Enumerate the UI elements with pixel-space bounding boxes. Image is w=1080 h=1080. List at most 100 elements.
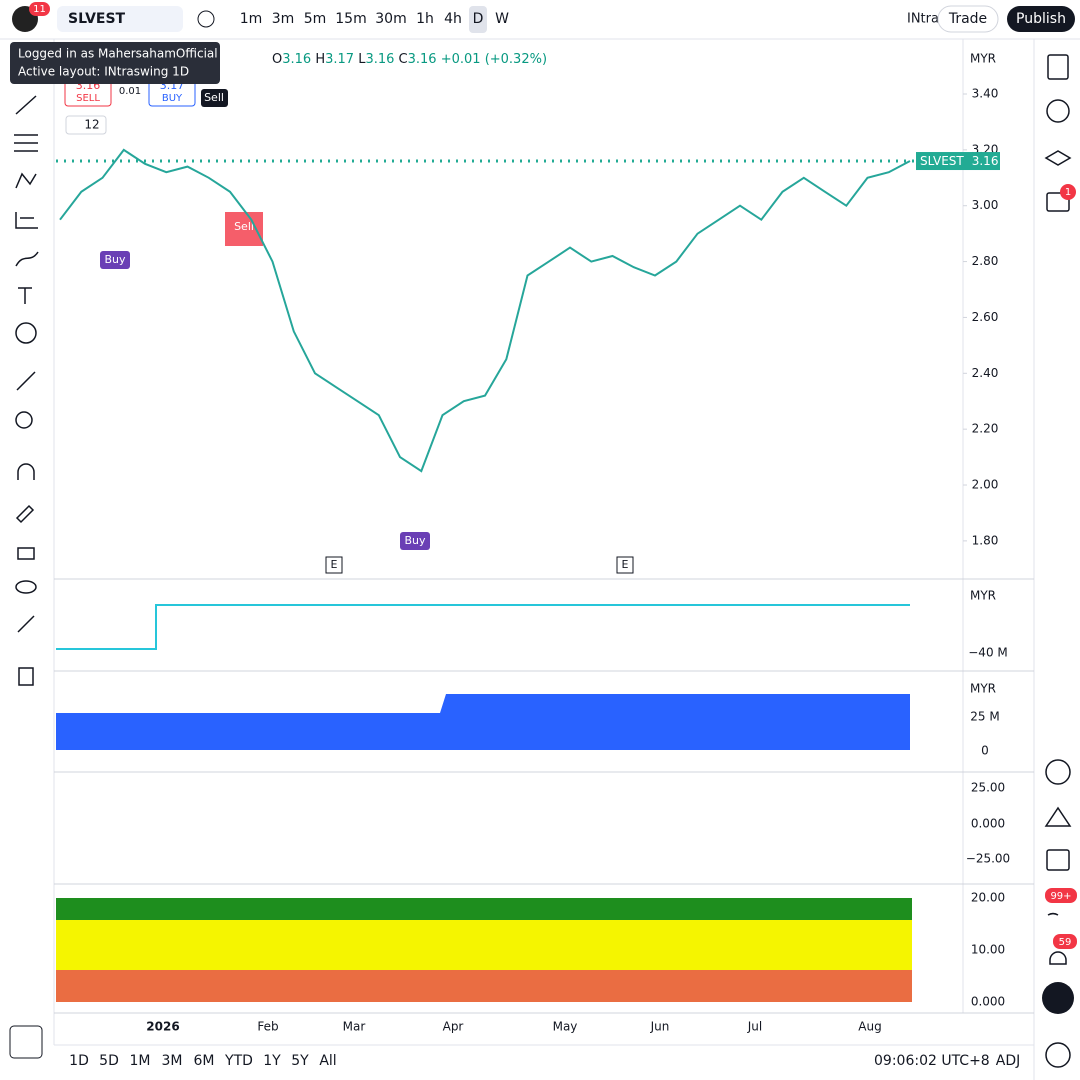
signal-box bbox=[201, 89, 228, 107]
badge: 11 bbox=[33, 4, 46, 15]
tooltip-line2: Active layout: INtraswing 1D bbox=[18, 65, 189, 79]
range-button[interactable]: 1M bbox=[130, 1053, 151, 1069]
signal: Sell bbox=[204, 91, 224, 104]
apps[interactable] bbox=[1042, 982, 1074, 1014]
y-tick-label: 2.20 bbox=[972, 422, 999, 436]
range-button[interactable]: 1D bbox=[69, 1053, 89, 1069]
publish-button[interactable] bbox=[1007, 6, 1075, 32]
tooltip-line1: Logged in as MahersahamOfficial bbox=[18, 47, 218, 61]
publish-label[interactable]: Publish bbox=[1016, 11, 1066, 27]
feed-badge-bg bbox=[1045, 888, 1077, 903]
o-label: O bbox=[272, 52, 282, 67]
earnings-box bbox=[616, 556, 634, 574]
signal: Buy bbox=[104, 253, 126, 266]
c-label: C bbox=[399, 52, 408, 67]
last-symbol: SLVEST bbox=[920, 154, 964, 168]
indicator-bottom bbox=[56, 970, 912, 1002]
interval[interactable]: 1m bbox=[240, 11, 263, 27]
indicator-area bbox=[56, 694, 910, 750]
x-tick-label: Mar bbox=[343, 1020, 366, 1034]
x-tick-label: Jun bbox=[650, 1020, 670, 1034]
pane-label: 0.000 bbox=[971, 817, 1005, 831]
right-tools[interactable] bbox=[1044, 54, 1072, 1068]
y-tick-label: 3.00 bbox=[972, 198, 999, 212]
feed-badge: 99+ bbox=[1050, 891, 1071, 902]
clock: 09:06:02 UTC+8 bbox=[874, 1053, 990, 1069]
h: 3.17 bbox=[325, 52, 354, 67]
adj[interactable]: ADJ bbox=[996, 1053, 1021, 1069]
x-tick-label: Apr bbox=[443, 1020, 464, 1034]
change: +0.01 (+0.32%) bbox=[441, 52, 547, 67]
range-button[interactable]: 6M bbox=[194, 1053, 215, 1069]
h-label: H bbox=[315, 52, 325, 67]
indicator-count[interactable]: 12 bbox=[84, 118, 99, 132]
last-price: SLVEST 3.16 bbox=[920, 154, 998, 168]
l-label: L bbox=[358, 52, 366, 67]
pane-label: 25.00 bbox=[971, 781, 1005, 795]
range-button[interactable]: 3M bbox=[162, 1053, 183, 1069]
indicator-top bbox=[56, 898, 912, 920]
range-button[interactable]: 5D bbox=[99, 1053, 119, 1069]
interval-selected bbox=[469, 6, 487, 33]
notif-badge: 59 bbox=[1059, 937, 1072, 948]
symbol[interactable]: SLVEST bbox=[68, 11, 126, 27]
pane-label: 20.00 bbox=[971, 891, 1005, 905]
o: 3.16 bbox=[282, 52, 311, 67]
y-tick-label: 2.60 bbox=[972, 310, 999, 324]
range-button[interactable]: All bbox=[319, 1053, 336, 1069]
l: 3.16 bbox=[365, 52, 394, 67]
x-tick-label: Aug bbox=[858, 1020, 881, 1034]
interval[interactable]: 4h bbox=[444, 11, 462, 27]
pane-label: 25 M bbox=[970, 710, 999, 724]
spread: 0.01 bbox=[119, 86, 141, 97]
interval[interactable]: D bbox=[473, 11, 484, 27]
pane-separators bbox=[54, 578, 1034, 1014]
add-symbol[interactable] bbox=[197, 10, 215, 28]
y-tick-label: 2.40 bbox=[972, 366, 999, 380]
alert-badge: 1 bbox=[1065, 187, 1071, 198]
y-tick-label: 3.40 bbox=[972, 87, 999, 101]
interval[interactable]: 3m bbox=[272, 11, 295, 27]
currency[interactable]: MYR bbox=[970, 589, 996, 603]
earnings: E bbox=[622, 558, 629, 571]
buy-label[interactable]: BUY bbox=[162, 93, 183, 104]
range-button[interactable]: 5Y bbox=[291, 1053, 309, 1069]
trade-label[interactable]: Trade bbox=[948, 11, 987, 27]
sell-label[interactable]: SELL bbox=[76, 93, 100, 104]
tooltip bbox=[10, 42, 220, 84]
price-line bbox=[59, 148, 911, 473]
symbol-box[interactable] bbox=[57, 6, 183, 32]
interval[interactable]: W bbox=[495, 11, 509, 27]
y-tick-label: 2.00 bbox=[972, 478, 999, 492]
x-tick-label: Feb bbox=[257, 1020, 278, 1034]
range-button[interactable]: 1Y bbox=[263, 1053, 281, 1069]
interval[interactable]: 1h bbox=[416, 11, 434, 27]
signal: Sell bbox=[234, 220, 254, 233]
legend-ohlc: O3.16 H3.17 L3.16 C3.16 +0.01 (+0.32%) bbox=[272, 52, 547, 67]
favorites[interactable] bbox=[9, 1025, 43, 1059]
x-tick-label: May bbox=[553, 1020, 578, 1034]
x-tick-label: Jul bbox=[747, 1020, 762, 1034]
trade-button[interactable] bbox=[937, 5, 999, 33]
last-value: 3.16 bbox=[972, 154, 999, 168]
layout-name[interactable]: INtra bbox=[907, 12, 939, 27]
signal-box bbox=[100, 251, 130, 269]
indicator-line bbox=[56, 604, 910, 650]
pane-label: 0 bbox=[981, 744, 989, 758]
interval[interactable]: 5m bbox=[304, 11, 327, 27]
last-price-box bbox=[916, 152, 1000, 171]
indicators-toggle[interactable] bbox=[65, 115, 107, 135]
range-button[interactable]: YTD bbox=[224, 1053, 253, 1069]
currency[interactable]: MYR bbox=[970, 682, 996, 696]
x-tick-label: 2026 bbox=[146, 1020, 179, 1034]
drawing-tools[interactable] bbox=[14, 95, 39, 686]
interval[interactable]: 30m bbox=[375, 11, 406, 27]
interval[interactable]: 15m bbox=[335, 11, 366, 27]
pane-label: 10.00 bbox=[971, 943, 1005, 957]
pane-label: −25.00 bbox=[966, 852, 1010, 866]
c: 3.16 bbox=[408, 52, 437, 67]
currency[interactable]: MYR bbox=[970, 52, 996, 66]
y-tick-label: 2.80 bbox=[972, 254, 999, 268]
